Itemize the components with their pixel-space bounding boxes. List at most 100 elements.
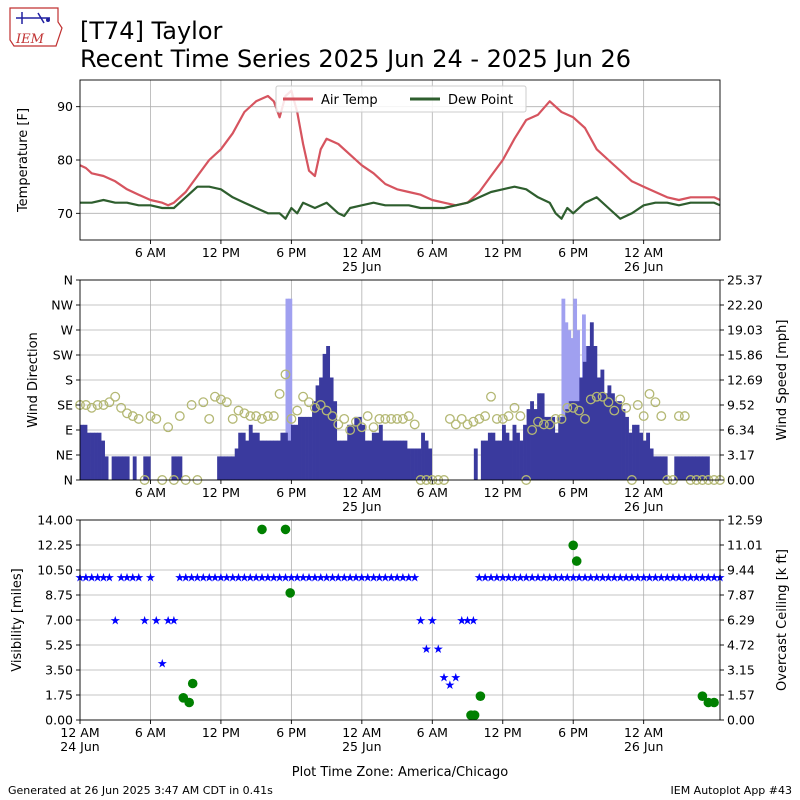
wind-speed-bar: [238, 432, 243, 480]
direction-tick-label: E: [65, 423, 73, 438]
wind-speed-bar: [501, 424, 506, 480]
visibility-y-label: Visibility [miles]: [10, 568, 25, 671]
wind-speed-bar: [414, 448, 418, 480]
direction-tick-label: NE: [56, 448, 73, 463]
direction-tick-label: NW: [51, 298, 73, 313]
wind-direction-point: [556, 413, 567, 424]
wind-direction-point: [198, 397, 209, 408]
wind-speed-bar: [417, 448, 422, 480]
visibility-point: ★: [615, 571, 626, 585]
visibility-point: ★: [439, 671, 450, 685]
visibility-point: ★: [204, 571, 215, 585]
ceiling-point: [184, 697, 194, 708]
wind-speed-bar: [498, 440, 503, 480]
wind-speed-bar: [407, 448, 411, 480]
x-tick-date: 26 Jun: [624, 259, 663, 274]
ceiling-tick-label: 9.44: [727, 563, 755, 578]
wind-speed-bar: [343, 440, 348, 480]
wind-speed-bar: [649, 448, 654, 480]
visibility-point: ★: [421, 642, 432, 656]
visibility-tick-label: 10.50: [37, 563, 73, 578]
speed-tick-label: 3.17: [727, 448, 755, 463]
wind-speed-bar: [593, 346, 598, 480]
wind-speed-bar: [241, 432, 246, 480]
ceiling-point: [257, 524, 267, 535]
wind-speed-bar: [220, 456, 225, 480]
wind-speed-bar: [118, 456, 123, 480]
wind-direction-point: [204, 413, 215, 424]
visibility-point: ★: [697, 571, 708, 585]
direction-tick-label: SE: [57, 398, 73, 413]
wind-gust-bar: [573, 298, 578, 480]
visibility-point: ★: [409, 571, 420, 585]
ceiling-y-label: Overcast Ceiling [k ft]: [775, 549, 790, 691]
wind-direction-point: [456, 413, 467, 424]
visibility-point: ★: [374, 571, 385, 585]
wind-speed-bar: [684, 456, 689, 480]
visibility-point: ★: [492, 571, 503, 585]
visibility-point: ★: [527, 571, 538, 585]
wind-speed-bar: [582, 361, 587, 480]
wind-direction-point: [339, 413, 350, 424]
x-tick-label: 12 AM: [624, 485, 663, 500]
wind-speed-bar: [115, 456, 120, 480]
visibility-point: ★: [591, 571, 602, 585]
visibility-point: ★: [245, 571, 256, 585]
wind-speed-bar: [322, 353, 327, 480]
wind-speed-bar: [364, 440, 369, 480]
visibility-point: ★: [597, 571, 608, 585]
visibility-point: ★: [268, 571, 279, 585]
direction-tick-label: N: [64, 273, 73, 288]
visibility-point: ★: [157, 656, 168, 670]
visibility-point: ★: [174, 571, 185, 585]
visibility-tick-label: 1.75: [45, 688, 73, 703]
wind-speed-bar: [674, 456, 679, 480]
ceiling-tick-label: 12.59: [727, 513, 763, 528]
wind-speed-bar: [178, 456, 183, 480]
visibility-point: ★: [398, 571, 409, 585]
wind-direction-point: [374, 413, 385, 424]
logo-text: IEM: [15, 32, 45, 47]
wind-speed-bar: [111, 456, 116, 480]
wind-speed-bar: [90, 432, 95, 480]
legend-box: [275, 85, 527, 113]
wind-direction-point: [515, 411, 526, 422]
wind-speed-bar: [618, 401, 622, 480]
wind-speed-bar: [357, 416, 362, 480]
wind-direction-point: [638, 411, 649, 422]
wind-direction-point: [163, 422, 174, 433]
visibility-point: ★: [544, 571, 555, 585]
wind-direction-point: [574, 405, 585, 416]
visibility-point: ★: [603, 571, 614, 585]
wind-direction-point: [280, 369, 291, 380]
visibility-point: ★: [104, 571, 115, 585]
wind-direction-point: [468, 416, 479, 427]
direction-tick-label: W: [61, 323, 73, 338]
wind-direction-point: [403, 411, 414, 422]
visibility-tick-label: 3.50: [45, 663, 73, 678]
wind-direction-point: [245, 411, 256, 422]
wind-direction-point: [486, 391, 496, 402]
ceiling-point: [571, 556, 582, 566]
wind-panel: N NE E SE S SW W NW N 0.00 3.17 6.34 9.52 12.69 15.86…: [26, 273, 790, 515]
wind-direction-point: [351, 416, 361, 427]
wind-speed-bar: [653, 456, 658, 480]
wind-direction-point: [309, 402, 320, 413]
wind-direction-point: [621, 402, 632, 413]
wind-direction-point: [362, 411, 373, 422]
visibility-tick-label: 0.00: [45, 713, 73, 728]
wind-speed-bar: [509, 440, 513, 480]
wind-direction-point: [533, 416, 543, 427]
wind-direction-point: [268, 411, 279, 422]
wind-speed-bar: [639, 432, 643, 480]
wind-direction-point: [304, 397, 314, 408]
visibility-point: ★: [81, 571, 92, 585]
visibility-point: ★: [380, 571, 391, 585]
wind-speed-bar: [350, 424, 355, 480]
ceiling-point: [285, 588, 296, 598]
wind-speed-bar: [688, 456, 693, 480]
wind-speed-bar: [691, 456, 696, 480]
visibility-tick-label: 5.25: [45, 638, 73, 653]
wind-direction-point: [251, 411, 262, 422]
